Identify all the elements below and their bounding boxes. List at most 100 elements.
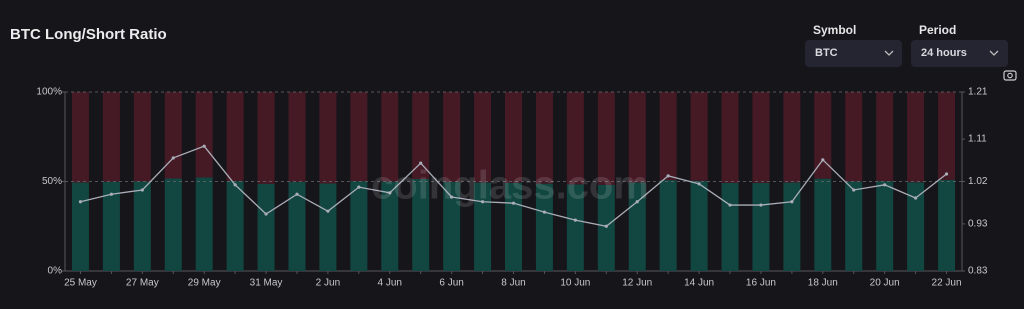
ratio-point — [140, 188, 144, 192]
period-select[interactable]: 24 hours — [911, 40, 1008, 67]
bar — [164, 92, 182, 179]
x-tick-label: 22 Jun — [932, 278, 962, 289]
ratio-point — [697, 182, 701, 186]
y2-tick-label: 1.11 — [968, 134, 987, 145]
bar — [71, 182, 89, 271]
bar — [288, 92, 306, 182]
symbol-select[interactable]: BTC — [805, 40, 902, 67]
ratio-point — [914, 196, 918, 200]
bar — [876, 180, 894, 271]
x-tick-label: 20 Jun — [870, 278, 900, 289]
ratio-point — [419, 161, 423, 165]
ratio-point — [450, 195, 454, 199]
camera-button[interactable] — [1003, 70, 1017, 81]
x-tick-label: 14 Jun — [684, 278, 714, 289]
bar — [659, 180, 677, 271]
bar — [783, 92, 801, 183]
ratio-point — [944, 172, 949, 176]
title: BTC Long/Short Ratio — [10, 26, 167, 43]
y-tick-label: 0% — [48, 266, 63, 277]
bar — [907, 92, 925, 183]
bar — [164, 178, 182, 271]
bar — [566, 92, 584, 185]
ratio-point — [264, 212, 268, 216]
x-tick-label: 25 May — [64, 278, 97, 289]
bar — [71, 92, 89, 183]
x-tick-label: 8 Jun — [501, 278, 525, 289]
x-tick-label: 29 May — [188, 278, 221, 289]
chevron[interactable] — [989, 50, 999, 56]
bar — [319, 92, 337, 184]
bar — [102, 181, 120, 271]
y2-tick-label: 0.83 — [968, 266, 988, 277]
bar — [845, 181, 863, 271]
ratio-point — [635, 200, 639, 204]
ratio-point — [388, 191, 392, 195]
plot: 0% 50% 100% 0.83 0.93 1.02 1.11 1.21 25 May 27 Ma… — [36, 87, 987, 289]
bar — [814, 178, 832, 271]
bar — [814, 92, 832, 179]
bar — [350, 181, 368, 271]
ratio-point — [511, 201, 516, 205]
bar — [474, 182, 492, 271]
watermark: coinglass.com — [371, 164, 649, 208]
chevron[interactable] — [884, 50, 894, 56]
x-tick-label: 6 Jun — [439, 278, 463, 289]
period-value[interactable]: 24 hours — [921, 47, 967, 59]
x-tick-label: 12 Jun — [622, 278, 652, 289]
bar — [783, 182, 801, 271]
symbol-value[interactable]: BTC — [815, 47, 838, 59]
camera-body[interactable] — [1003, 70, 1017, 81]
bar — [195, 92, 213, 178]
bar — [102, 92, 120, 182]
x-tick-label: 4 Jun — [378, 278, 402, 289]
bar — [597, 92, 615, 185]
bar — [412, 178, 430, 271]
bar — [690, 92, 708, 181]
ratio-point — [480, 200, 485, 204]
ratio-point — [728, 203, 732, 207]
ratio-point — [821, 158, 825, 162]
bar — [319, 183, 337, 271]
ratio-point — [233, 183, 237, 187]
symbol-label: Symbol — [813, 23, 856, 37]
bar — [350, 92, 368, 182]
period-label: Period — [919, 23, 956, 37]
ratio-point — [171, 156, 175, 160]
y-tick-label: 100% — [36, 87, 62, 98]
ratio-point — [759, 203, 763, 207]
y2-tick-label: 1.21 — [968, 87, 988, 98]
ratio-point — [357, 185, 361, 189]
x-tick-label: 31 May — [250, 278, 283, 289]
ratio-point — [326, 209, 330, 213]
camera-lens[interactable] — [1007, 72, 1013, 79]
ratio-point — [604, 224, 608, 228]
bar — [133, 92, 151, 182]
y2-tick-label: 0.93 — [968, 219, 988, 230]
x-tick-label: 2 Jun — [316, 278, 340, 289]
bar — [257, 92, 275, 184]
bar — [443, 182, 461, 271]
bar — [938, 179, 956, 271]
period-box[interactable] — [911, 40, 1008, 67]
bar — [381, 181, 399, 271]
bar — [721, 182, 739, 271]
ratio-point — [666, 174, 670, 178]
bar — [133, 181, 151, 271]
ratio-point — [573, 218, 577, 222]
ratio-point — [295, 192, 299, 196]
ratio-point — [109, 192, 113, 196]
ratio-point — [883, 183, 887, 187]
symbol-box[interactable] — [805, 40, 902, 67]
bar — [876, 92, 894, 181]
ratio-point — [790, 200, 794, 204]
bar — [443, 92, 461, 183]
x-tick-label: 27 May — [126, 278, 159, 289]
x-tick-label: 16 Jun — [746, 278, 776, 289]
x-tick-label: 10 Jun — [560, 278, 590, 289]
bar — [412, 92, 430, 179]
ratio-point — [202, 144, 206, 148]
ratio-point — [852, 188, 856, 192]
bar — [721, 92, 739, 183]
bar — [752, 182, 770, 271]
